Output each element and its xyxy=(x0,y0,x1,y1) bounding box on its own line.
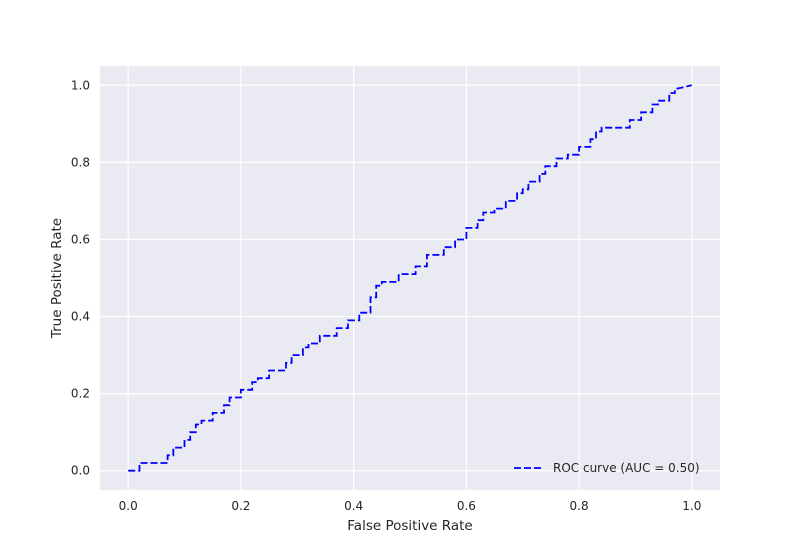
y-tick-label: 0.6 xyxy=(71,232,90,246)
tick-labels: 0.0 0.2 0.4 0.6 0.8 1.0 0.0 0.2 0.4 0.6 0.8 1.0 xyxy=(71,78,701,513)
grid-lines xyxy=(100,66,720,490)
roc-curve-line xyxy=(128,84,692,472)
y-tick-label: 0.2 xyxy=(71,387,90,401)
legend: ROC curve (AUC = 0.50) xyxy=(514,461,700,475)
x-axis-label: False Positive Rate xyxy=(347,518,472,534)
x-tick-label: 0.8 xyxy=(570,499,589,513)
series-layer xyxy=(128,84,692,472)
x-tick-label: 0.6 xyxy=(457,499,476,513)
y-tick-label: 1.0 xyxy=(71,78,90,92)
plot-area xyxy=(100,66,720,490)
legend-label: ROC curve (AUC = 0.50) xyxy=(553,461,700,475)
x-tick-label: 1.0 xyxy=(682,499,701,513)
x-tick-label: 0.0 xyxy=(119,499,138,513)
y-tick-label: 0.0 xyxy=(71,464,90,478)
x-tick-label: 0.2 xyxy=(231,499,250,513)
y-axis-label: True Positive Rate xyxy=(49,218,65,339)
x-tick-label: 0.4 xyxy=(344,499,363,513)
y-tick-label: 0.8 xyxy=(71,155,90,169)
y-tick-label: 0.4 xyxy=(71,310,90,324)
